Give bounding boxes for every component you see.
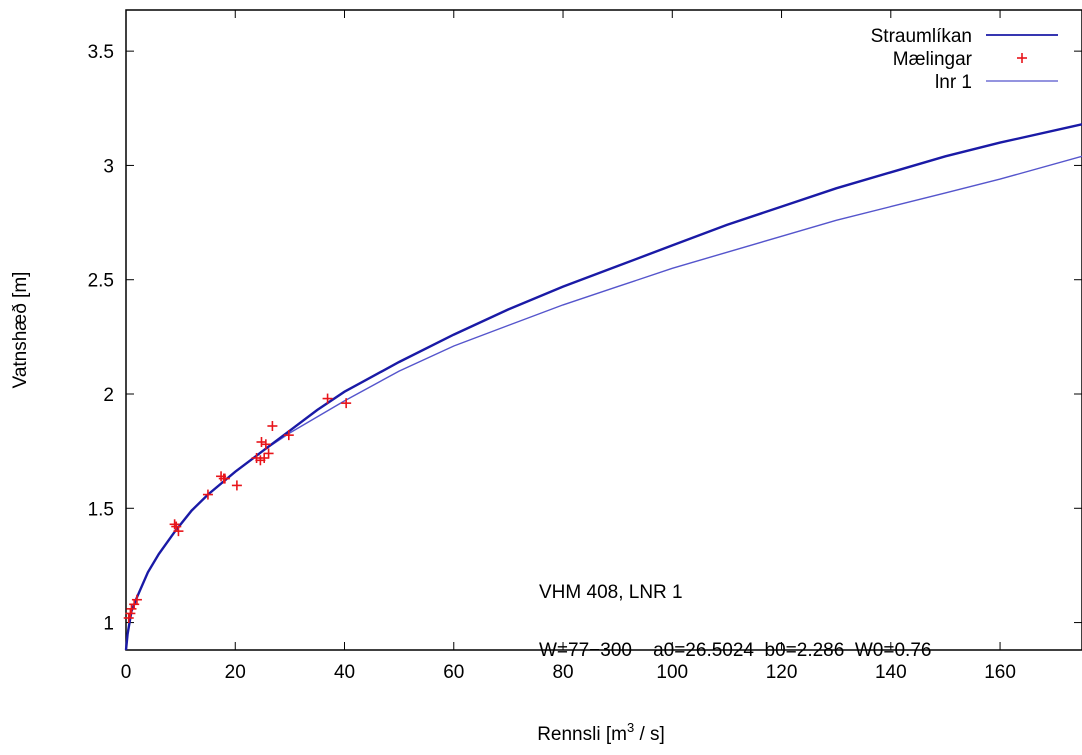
measurement-point bbox=[202, 489, 213, 500]
y-tick-label: 2.5 bbox=[88, 271, 114, 292]
x-tick-label: 20 bbox=[225, 662, 246, 683]
measurement-point bbox=[123, 613, 134, 623]
measurement-point bbox=[125, 608, 136, 619]
measurement-point bbox=[341, 398, 352, 409]
measurement-point bbox=[169, 519, 180, 530]
measurement-point bbox=[260, 439, 271, 450]
x-axis-label: Rennsli [m3 / s] bbox=[537, 720, 665, 745]
y-axis-label: Vatnshæð [m] bbox=[10, 272, 31, 389]
x-tick-label: 140 bbox=[875, 662, 907, 683]
x-tick-label: 100 bbox=[656, 662, 688, 683]
x-axis-label-main: Rennsli [m bbox=[537, 724, 627, 745]
x-axis-label-tail: / s] bbox=[634, 724, 665, 745]
series-layer bbox=[123, 123, 1082, 651]
legend-marker-swatch bbox=[1017, 53, 1027, 63]
parameters-annotation: W=77−300 a0=26.5024 b0=2.286 W0=0.76 bbox=[539, 640, 931, 661]
x-tick-label: 120 bbox=[766, 662, 798, 683]
measurement-point bbox=[219, 473, 230, 484]
measurement-point bbox=[259, 453, 270, 463]
plot-frame bbox=[125, 9, 1082, 651]
legend-label: Straumlíkan bbox=[871, 26, 972, 47]
measurement-point bbox=[283, 430, 294, 441]
series-line-straumlikan bbox=[124, 123, 1082, 651]
measurement-point bbox=[256, 437, 267, 447]
series-line-lnr1 bbox=[125, 155, 1082, 651]
measurement-point bbox=[131, 594, 142, 605]
station-annotation: VHM 408, LNR 1 bbox=[539, 582, 683, 603]
measurement-point bbox=[322, 393, 333, 404]
axis-ticks: 0 20 40 60 80 100 120 140 160 1 1.5 2 2.5 3 3.5 bbox=[88, 10, 1082, 683]
y-tick-label: 3.5 bbox=[88, 42, 114, 63]
legend-label: Mælingar bbox=[893, 49, 973, 70]
measurement-point bbox=[231, 480, 242, 491]
measurement-point bbox=[171, 521, 182, 532]
x-tick-label: 80 bbox=[552, 662, 573, 683]
y-tick-label: 2 bbox=[103, 385, 114, 406]
measurement-point bbox=[267, 421, 278, 431]
x-tick-label: 60 bbox=[443, 662, 464, 683]
x-tick-label: 40 bbox=[334, 662, 355, 683]
measurement-point bbox=[173, 526, 184, 537]
x-axis-label-superscript: 3 bbox=[627, 720, 634, 735]
y-tick-label: 3 bbox=[103, 156, 114, 177]
y-tick-label: 1.5 bbox=[88, 499, 114, 520]
y-tick-label: 1 bbox=[103, 614, 114, 635]
legend-label: lnr 1 bbox=[935, 72, 972, 93]
x-tick-label: 0 bbox=[121, 662, 132, 683]
x-tick-label: 160 bbox=[984, 662, 1016, 683]
measurement-point bbox=[263, 448, 274, 459]
